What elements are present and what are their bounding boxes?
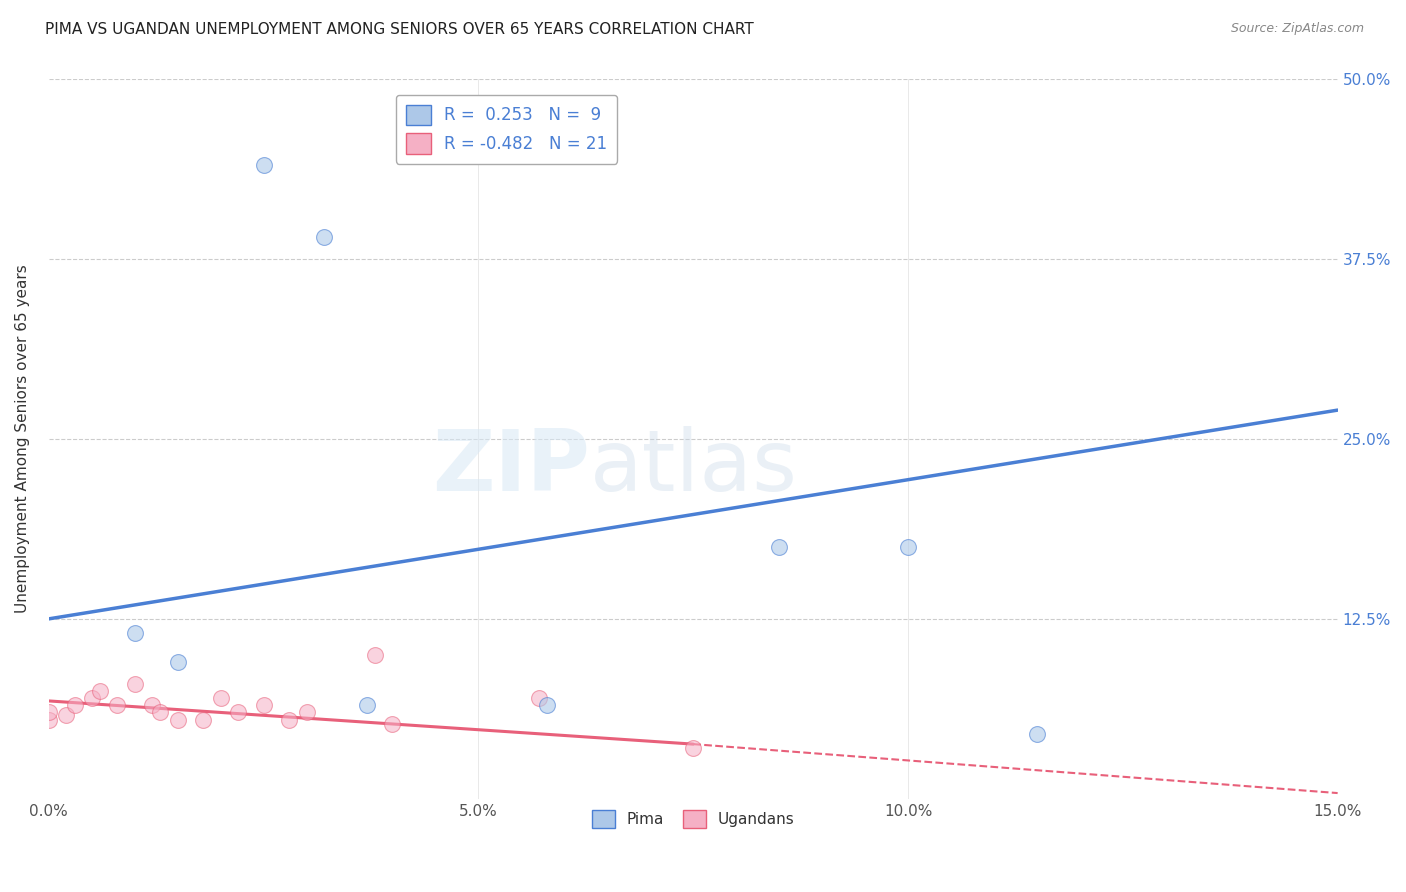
Point <box>536 698 558 713</box>
Text: ZIP: ZIP <box>432 426 591 509</box>
Point <box>226 706 249 720</box>
Point <box>527 691 550 706</box>
Point <box>89 683 111 698</box>
Point <box>38 713 60 727</box>
Point <box>193 713 215 727</box>
Point <box>381 717 404 731</box>
Text: PIMA VS UGANDAN UNEMPLOYMENT AMONG SENIORS OVER 65 YEARS CORRELATION CHART: PIMA VS UGANDAN UNEMPLOYMENT AMONG SENIO… <box>45 22 754 37</box>
Point <box>295 706 318 720</box>
Point <box>312 230 335 244</box>
Point <box>63 698 86 713</box>
Legend: Pima, Ugandans: Pima, Ugandans <box>586 804 800 834</box>
Point <box>107 698 129 713</box>
Y-axis label: Unemployment Among Seniors over 65 years: Unemployment Among Seniors over 65 years <box>15 265 30 614</box>
Point <box>124 676 146 690</box>
Point <box>38 706 60 720</box>
Point <box>166 713 188 727</box>
Point <box>364 648 387 662</box>
Point <box>80 691 103 706</box>
Point <box>897 540 920 554</box>
Point <box>166 655 188 669</box>
Point <box>141 698 163 713</box>
Point <box>356 698 378 713</box>
Text: Source: ZipAtlas.com: Source: ZipAtlas.com <box>1230 22 1364 36</box>
Point <box>252 698 274 713</box>
Text: atlas: atlas <box>591 426 799 509</box>
Point <box>1025 727 1047 741</box>
Point <box>55 708 77 723</box>
Point <box>252 158 274 172</box>
Point <box>278 713 301 727</box>
Point <box>124 626 146 640</box>
Point <box>149 706 172 720</box>
Point <box>209 691 232 706</box>
Point <box>768 540 790 554</box>
Point <box>682 741 704 756</box>
